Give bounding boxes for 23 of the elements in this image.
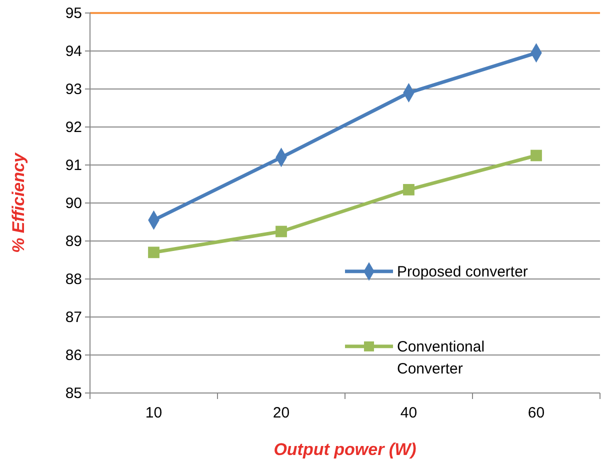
- y-tick-label: 86: [65, 346, 82, 364]
- x-axis-title: Output power (W): [274, 440, 417, 459]
- y-tick-label: 90: [65, 194, 82, 212]
- x-tick-label: 10: [145, 404, 162, 422]
- y-tick-label: 88: [65, 270, 82, 288]
- y-tick-label: 87: [65, 308, 82, 326]
- point: [276, 226, 287, 238]
- legend-label: Proposed converter: [397, 263, 528, 280]
- y-tick-label: 94: [65, 42, 82, 60]
- x-tick-label: 60: [528, 404, 545, 422]
- point: [148, 246, 160, 258]
- y-tick-label: 92: [65, 118, 82, 136]
- y-tick-label: 85: [65, 384, 82, 402]
- point: [403, 184, 414, 196]
- x-tick-label: 40: [400, 404, 418, 422]
- point: [530, 150, 542, 162]
- y-axis-title: % Efficiency: [9, 152, 28, 253]
- legend-label: Conventional Converter: [397, 338, 485, 378]
- y-tick-label: 89: [65, 232, 82, 250]
- y-tick-label: 95: [65, 4, 82, 22]
- y-tick-label: 91: [65, 156, 82, 174]
- y-tick-label: 93: [65, 80, 82, 98]
- x-tick-label: 20: [272, 404, 290, 422]
